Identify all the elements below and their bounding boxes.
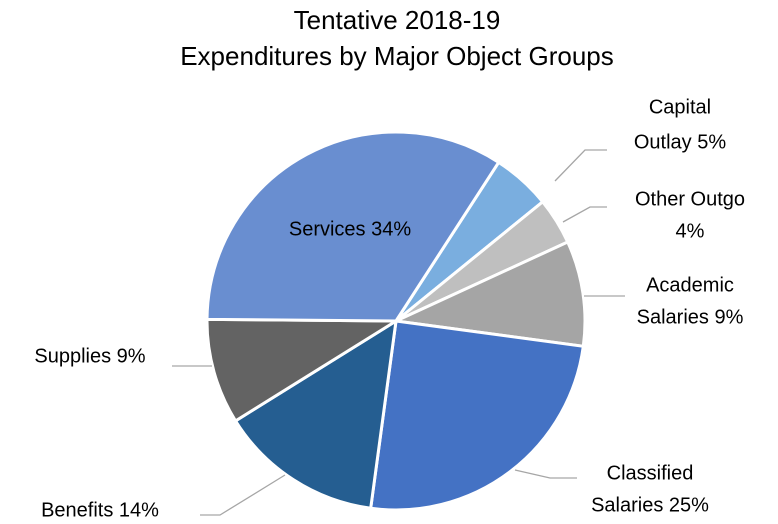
pie-slice	[205, 317, 402, 423]
data-label: Salaries 9%	[637, 306, 744, 328]
data-label: 4%	[676, 220, 705, 242]
leader-line	[514, 469, 577, 479]
chart-title: Expenditures by Major Object Groups	[180, 41, 614, 71]
leader-line	[200, 474, 286, 516]
data-label: Supplies 9%	[34, 345, 145, 367]
data-label: Salaries 25%	[591, 494, 709, 516]
leader-line	[562, 206, 607, 223]
data-label: Classified	[607, 462, 694, 484]
pie-slice	[233, 318, 398, 510]
chart-title: Tentative 2018-19	[294, 5, 501, 35]
data-label: Capital	[649, 96, 711, 118]
leader-line	[554, 149, 607, 182]
pie-slice	[390, 240, 587, 349]
pie-slice	[368, 319, 585, 512]
pie-slice	[205, 130, 501, 323]
data-label: Benefits 14%	[41, 499, 159, 521]
data-label: Services 34%	[289, 218, 411, 240]
data-label: Outlay 5%	[634, 131, 726, 153]
data-label: Academic	[646, 274, 734, 296]
data-label: Other Outgo	[635, 188, 745, 210]
